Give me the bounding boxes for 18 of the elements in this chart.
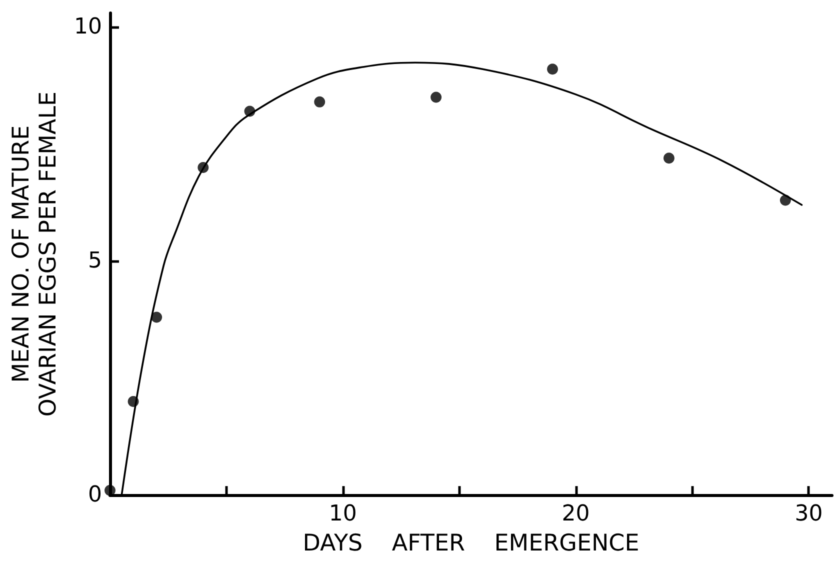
point (547, 64, 558, 75)
x-tick-label: 20 (562, 502, 590, 527)
point (244, 106, 256, 117)
x-axis-title: DAYS AFTER EMERGENCE (302, 530, 640, 556)
y-tick-label: 10 (74, 14, 102, 40)
point (663, 152, 674, 164)
point (104, 484, 116, 496)
y-tick-label: 0 (88, 482, 102, 508)
y-axis-title: MEAN NO. OF MATURE OVARIAN EGGS PER FEMALE (8, 91, 62, 417)
point (128, 396, 139, 407)
point (780, 194, 791, 206)
y-tick-label: 5 (88, 248, 102, 274)
point (198, 162, 209, 173)
point (430, 92, 442, 103)
x-tick-label: 10 (328, 502, 357, 527)
x-tick-label: 30 (794, 502, 823, 527)
point (151, 312, 162, 323)
point (314, 96, 326, 108)
